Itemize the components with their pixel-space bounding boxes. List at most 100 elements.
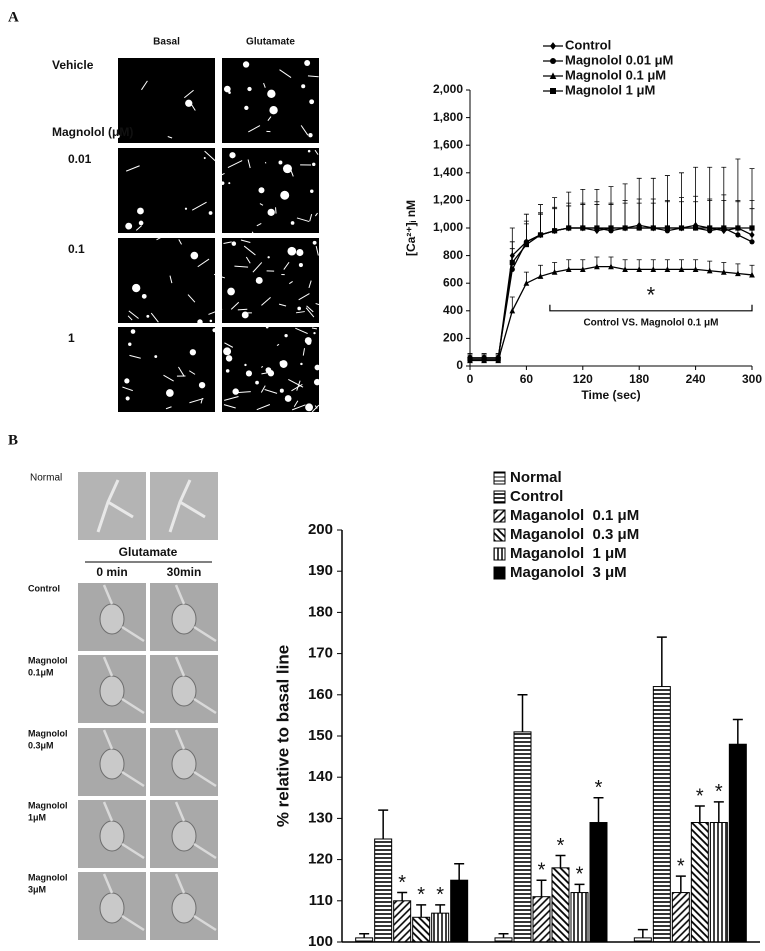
- bar: [690, 822, 709, 943]
- error-bar: [636, 202, 642, 228]
- legend-label: Maganolol 0.1 μM: [510, 507, 639, 524]
- y-axis-title: % relative to basal line: [273, 645, 292, 827]
- neurite: [315, 303, 323, 307]
- error-bar: [637, 928, 648, 938]
- error-bar: [566, 205, 572, 228]
- neurite: [291, 404, 306, 411]
- micrograph: [118, 148, 215, 233]
- y-tick-label: 190: [308, 562, 333, 579]
- neurite: [150, 312, 159, 323]
- y-tick-label: 600: [443, 275, 463, 289]
- cell-spot: [208, 211, 213, 215]
- legend-marker: [550, 42, 556, 50]
- x-tick-label: 20 min: [529, 949, 573, 951]
- data-point: [523, 280, 530, 286]
- data-point: [735, 225, 741, 231]
- neurite: [314, 212, 318, 217]
- micrograph: [118, 327, 215, 412]
- legend-label: Maganolol 0.3 μM: [510, 526, 639, 543]
- cell-spot: [265, 367, 272, 374]
- data-point: [693, 225, 699, 231]
- neurite: [307, 75, 319, 78]
- x-tick-label: 180: [629, 372, 649, 386]
- neurite: [200, 398, 203, 404]
- y-tick-label: 1,800: [433, 110, 463, 124]
- neurite: [248, 125, 261, 133]
- legend-marker: [550, 58, 556, 64]
- cell-body: [99, 892, 125, 924]
- cell-spot: [279, 360, 288, 368]
- neurite: [174, 729, 217, 788]
- panel-label: A: [8, 9, 19, 25]
- error-bar: [721, 200, 727, 228]
- y-tick-label: 160: [308, 686, 333, 703]
- neurite: [135, 225, 142, 231]
- cell-spot: [125, 222, 133, 230]
- error-bar: [517, 694, 528, 732]
- error-bar: [732, 718, 743, 745]
- bar: [709, 822, 728, 943]
- column-label: 30min: [167, 565, 202, 579]
- neurite: [174, 801, 217, 860]
- cell-spot: [184, 207, 188, 210]
- micrograph: [118, 58, 215, 143]
- neurite: [308, 280, 312, 289]
- cell-spot: [245, 370, 253, 377]
- data-point: [749, 239, 755, 245]
- neurite: [296, 380, 301, 391]
- cell-spot: [284, 395, 292, 402]
- neurite: [261, 371, 273, 375]
- data-point: [509, 307, 516, 314]
- error-bar: [378, 809, 389, 839]
- neurite: [240, 239, 251, 244]
- row-label: 0.01: [68, 152, 92, 166]
- cell-spot: [301, 84, 306, 89]
- cell-body: [99, 820, 125, 852]
- cell-spot: [308, 133, 313, 138]
- cell-spot: [141, 293, 147, 299]
- x-tick-label: 10 min: [389, 949, 433, 951]
- row-label: Vehicle: [52, 58, 94, 72]
- neurite: [306, 305, 314, 313]
- neurite: [178, 366, 185, 377]
- cell-spot: [198, 381, 206, 389]
- y-tick-label: 1,000: [433, 220, 463, 234]
- cell-spot: [116, 134, 120, 139]
- significance-marker: *: [647, 283, 656, 308]
- data-point: [706, 267, 713, 274]
- neurite: [261, 297, 271, 306]
- data-point: [678, 225, 685, 231]
- data-point: [594, 263, 600, 270]
- neurite: [127, 315, 133, 321]
- cell-spot: [244, 105, 249, 111]
- data-point: [608, 263, 614, 270]
- cell-spot: [231, 241, 237, 246]
- cell-spot: [290, 221, 295, 225]
- cell-spot: [267, 89, 276, 99]
- neurite: [102, 801, 145, 860]
- bar: [551, 867, 570, 943]
- row-label: Normal: [30, 473, 62, 484]
- neurite: [227, 160, 243, 169]
- data-point: [749, 225, 755, 231]
- error-bar: [735, 200, 741, 228]
- neurite: [300, 125, 309, 136]
- data-point: [678, 266, 685, 272]
- neurite: [189, 370, 196, 375]
- data-point: [664, 225, 670, 231]
- neurite: [263, 82, 266, 88]
- significance-marker: *: [576, 864, 584, 886]
- error-bar: [650, 202, 656, 228]
- neurite: [290, 170, 294, 177]
- neurite: [190, 103, 196, 111]
- neurite: [295, 311, 305, 314]
- significance-bracket: [549, 304, 753, 312]
- cell-spot: [247, 86, 252, 92]
- neurite: [260, 385, 266, 393]
- data-point: [481, 356, 487, 362]
- cell-spot: [212, 328, 217, 333]
- bar: [728, 743, 747, 943]
- neurite: [291, 383, 303, 392]
- data-point: [552, 228, 558, 234]
